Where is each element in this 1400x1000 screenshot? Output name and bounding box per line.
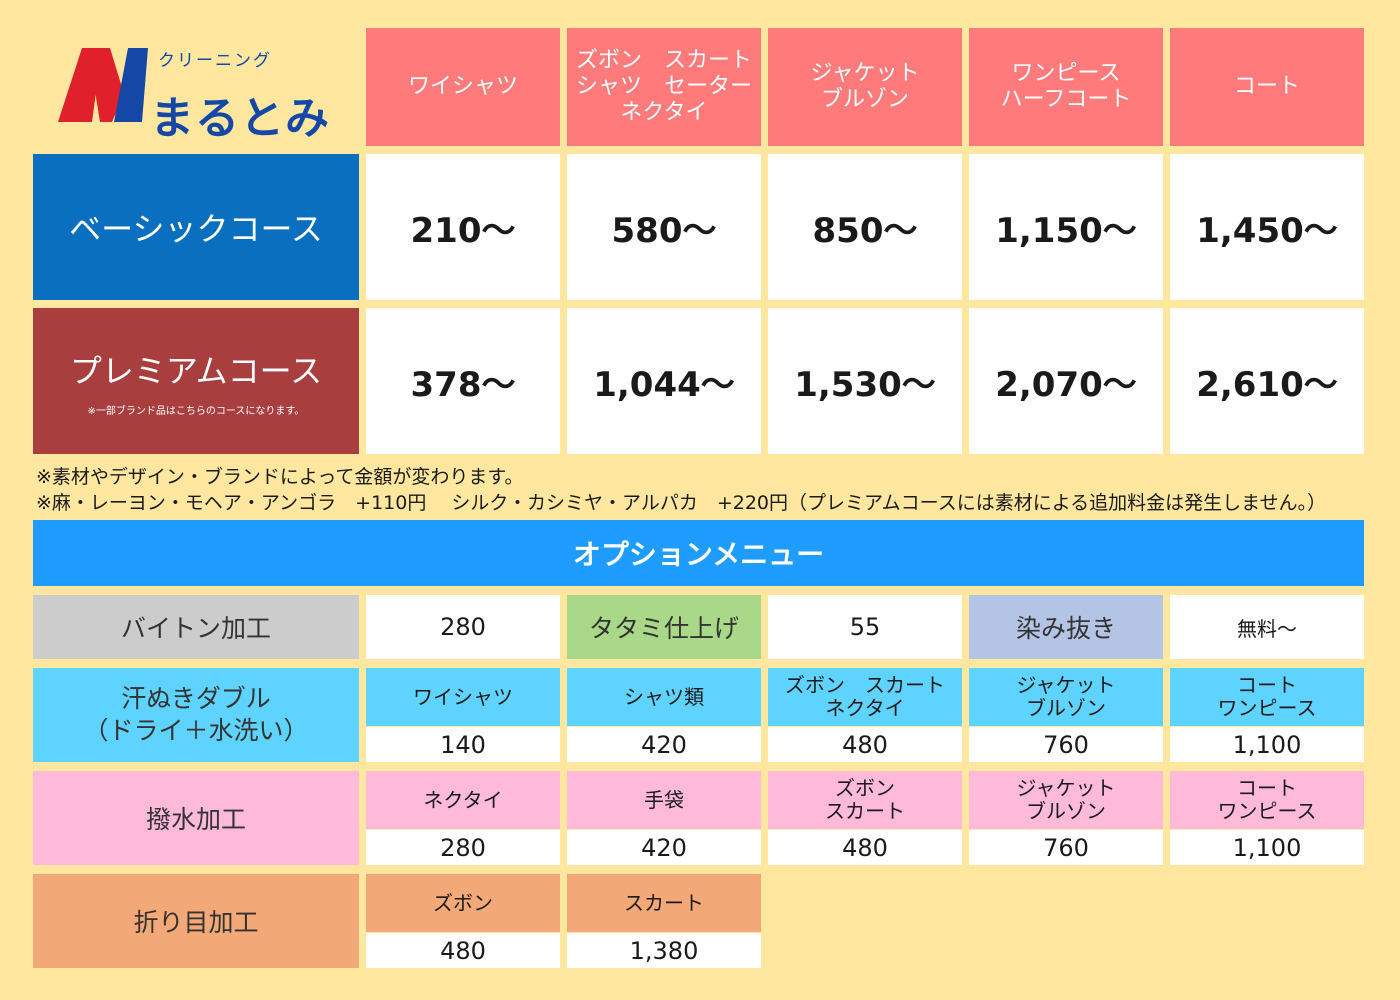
premium-price: 2,610～ bbox=[1170, 308, 1364, 454]
premium-price: 1,530～ bbox=[768, 308, 962, 454]
option-tatami-price: 55 bbox=[768, 595, 962, 659]
note-line: ※麻・レーヨン・モヘア・アンゴラ +110円 シルク・カシミヤ・アルパカ +22… bbox=[36, 492, 1327, 514]
water-item-price: 480 bbox=[768, 830, 962, 865]
sweat-item-price: 760 bbox=[969, 727, 1163, 762]
sweat-item-name: シャツ類 bbox=[567, 668, 761, 726]
category-header: コート bbox=[1170, 28, 1364, 146]
sweat-item-name: ワイシャツ bbox=[366, 668, 560, 726]
basic-price: 850～ bbox=[768, 154, 962, 300]
water-item-name: ネクタイ bbox=[366, 771, 560, 829]
sweat-item-name: ジャケット ブルゾン bbox=[969, 668, 1163, 726]
water-item-price: 1,100 bbox=[1170, 830, 1364, 865]
basic-course-label: ベーシックコース bbox=[33, 154, 359, 300]
option-baiton-price: 280 bbox=[366, 595, 560, 659]
water-item-name: ジャケット ブルゾン bbox=[969, 771, 1163, 829]
premium-course-label: プレミアムコース ※一部ブランド品はこちらのコースになります。 bbox=[33, 308, 359, 454]
brand-logo bbox=[52, 34, 362, 134]
option-crease-label: 折り目加工 bbox=[33, 874, 359, 968]
sweat-item-name: コート ワンピース bbox=[1170, 668, 1364, 726]
sweat-item-price: 480 bbox=[768, 727, 962, 762]
logo-mark-icon bbox=[58, 48, 148, 122]
water-item-price: 420 bbox=[567, 830, 761, 865]
water-item-price: 760 bbox=[969, 830, 1163, 865]
water-item-name: ズボン スカート bbox=[768, 771, 962, 829]
premium-price: 1,044～ bbox=[567, 308, 761, 454]
crease-item-price: 1,380 bbox=[567, 933, 761, 968]
option-menu-title: オプションメニュー bbox=[33, 520, 1364, 586]
option-tatami-label: タタミ仕上げ bbox=[567, 595, 761, 659]
note-line: ※素材やデザイン・ブランドによって金額が変わります。 bbox=[36, 466, 524, 488]
sweat-item-price: 420 bbox=[567, 727, 761, 762]
option-water-label: 撥水加工 bbox=[33, 771, 359, 865]
water-item-name: 手袋 bbox=[567, 771, 761, 829]
sweat-item-price: 1,100 bbox=[1170, 727, 1364, 762]
category-header: ワイシャツ bbox=[366, 28, 560, 146]
crease-item-name: ズボン bbox=[366, 874, 560, 932]
option-stain-price: 無料～ bbox=[1170, 595, 1364, 659]
premium-course-note: ※一部ブランド品はこちらのコースになります。 bbox=[87, 405, 305, 417]
premium-course-name: プレミアムコース bbox=[69, 351, 323, 390]
logo-name: まるとみ bbox=[150, 93, 330, 144]
category-header: ズボン スカート シャツ セーター ネクタイ bbox=[567, 28, 761, 146]
basic-price: 580～ bbox=[567, 154, 761, 300]
basic-price: 1,150～ bbox=[969, 154, 1163, 300]
crease-item-price: 480 bbox=[366, 933, 560, 968]
sweat-item-name: ズボン スカート ネクタイ bbox=[768, 668, 962, 726]
premium-price: 2,070～ bbox=[969, 308, 1163, 454]
crease-item-name: スカート bbox=[567, 874, 761, 932]
water-item-price: 280 bbox=[366, 830, 560, 865]
category-header: ジャケット ブルゾン bbox=[768, 28, 962, 146]
logo-subtitle: クリーニング bbox=[158, 51, 272, 71]
category-header: ワンピース ハーフコート bbox=[969, 28, 1163, 146]
notes: ※素材やデザイン・ブランドによって金額が変わります。 ※麻・レーヨン・モヘア・ア… bbox=[36, 464, 1326, 516]
sweat-item-price: 140 bbox=[366, 727, 560, 762]
premium-price: 378～ bbox=[366, 308, 560, 454]
basic-price: 1,450～ bbox=[1170, 154, 1364, 300]
option-stain-label: 染み抜き bbox=[969, 595, 1163, 659]
option-sweat-label: 汗ぬきダブル （ドライ＋水洗い） bbox=[33, 668, 359, 762]
water-item-name: コート ワンピース bbox=[1170, 771, 1364, 829]
basic-price: 210～ bbox=[366, 154, 560, 300]
option-baiton-label: バイトン加工 bbox=[33, 595, 359, 659]
